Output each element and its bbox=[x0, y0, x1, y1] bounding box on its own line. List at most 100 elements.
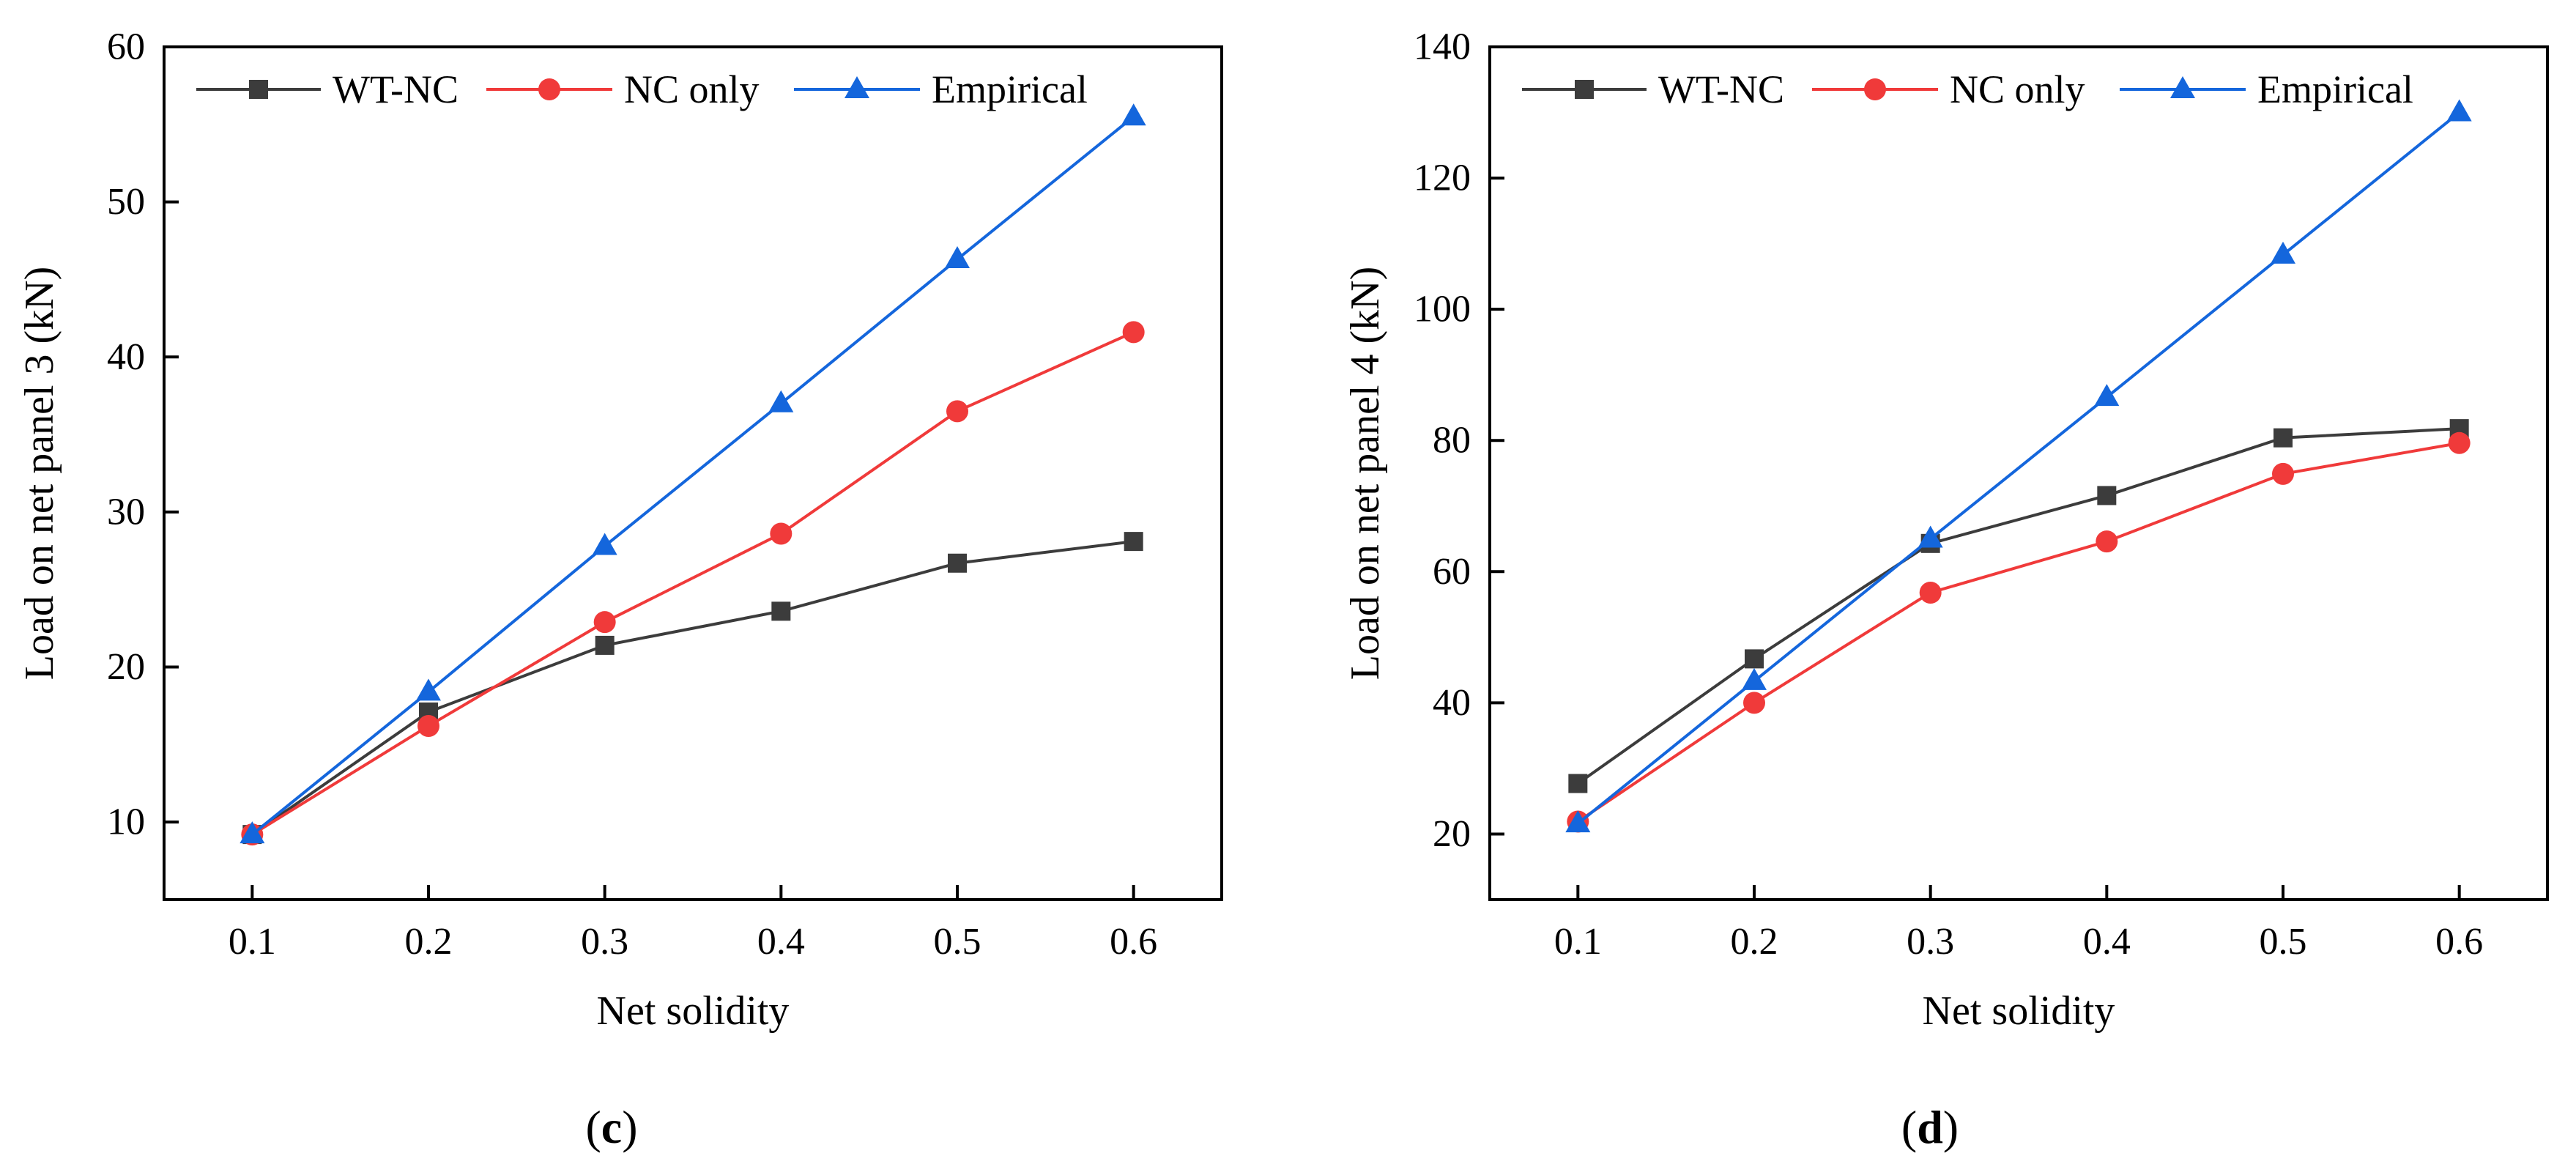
y-tick-label: 60 bbox=[107, 26, 145, 68]
plot-frame bbox=[1488, 45, 2549, 901]
data-point-wt-nc bbox=[2097, 486, 2117, 505]
data-point-wt-nc bbox=[1745, 649, 1764, 669]
panel-label-letter: d bbox=[1917, 1101, 1943, 1153]
y-tick: 40 bbox=[1433, 682, 1504, 724]
y-tick-label: 40 bbox=[107, 336, 145, 378]
x-tick: 0.1 bbox=[229, 885, 276, 963]
data-point-wt-nc bbox=[2274, 428, 2293, 448]
legend-circle-marker bbox=[538, 78, 560, 100]
y-tick: 10 bbox=[107, 801, 179, 843]
data-point-empirical bbox=[240, 821, 265, 844]
legend: WT-NC NC only Empirical bbox=[196, 67, 1088, 111]
y-tick-label: 140 bbox=[1414, 26, 1471, 68]
x-tick-label: 0.4 bbox=[2083, 921, 2131, 963]
legend-label: WT-NC bbox=[333, 67, 459, 111]
series-layer bbox=[240, 103, 1146, 846]
data-point-empirical bbox=[2094, 384, 2120, 407]
panel-label: (c) bbox=[585, 1101, 637, 1153]
y-tick-label: 40 bbox=[1433, 682, 1471, 724]
panel-label-close-paren: ) bbox=[1943, 1101, 1959, 1153]
series-line-nc-only bbox=[251, 330, 1135, 836]
series-line-empirical bbox=[1577, 111, 2460, 825]
x-tick-label: 0.1 bbox=[1554, 921, 1602, 963]
y-axis-title: Load on net panel 3 (kN) bbox=[17, 267, 62, 680]
x-tick-label: 0.5 bbox=[2260, 921, 2307, 963]
x-axis: 0.1 0.2 0.3 0.4 0.5 0.6 bbox=[229, 885, 1157, 963]
data-point-nc-only bbox=[770, 522, 793, 545]
y-tick-label: 30 bbox=[107, 491, 145, 533]
legend: WT-NC NC only Empirical bbox=[1522, 67, 2413, 111]
data-point-empirical bbox=[416, 678, 441, 701]
y-tick: 40 bbox=[107, 336, 179, 378]
panel-label-close-paren: ) bbox=[622, 1101, 637, 1153]
legend-entry-wt-nc: WT-NC bbox=[196, 67, 459, 111]
data-point-empirical bbox=[1918, 525, 1943, 548]
x-tick: 0.2 bbox=[1731, 885, 1778, 963]
legend-entry-empirical: Empirical bbox=[794, 67, 1088, 111]
x-tick-label: 0.1 bbox=[229, 921, 276, 963]
y-tick: 30 bbox=[107, 491, 179, 533]
x-tick-label: 0.3 bbox=[581, 921, 628, 963]
data-point-empirical bbox=[1742, 667, 1767, 690]
legend-square-marker bbox=[1575, 80, 1594, 99]
x-tick: 0.4 bbox=[2083, 885, 2131, 963]
legend-label: WT-NC bbox=[1658, 67, 1784, 111]
x-tick-label: 0.2 bbox=[405, 921, 453, 963]
y-tick-label: 120 bbox=[1414, 158, 1471, 199]
data-point-empirical bbox=[1565, 810, 1591, 833]
data-point-nc-only bbox=[1919, 581, 1942, 604]
y-tick-label: 100 bbox=[1414, 289, 1471, 330]
data-point-nc-only bbox=[417, 714, 439, 737]
data-point-nc-only bbox=[2096, 530, 2118, 553]
legend-circle-marker bbox=[1864, 78, 1886, 100]
legend-entry-nc-only: NC only bbox=[1812, 67, 2085, 111]
x-tick-label: 0.4 bbox=[757, 921, 805, 963]
data-point-wt-nc bbox=[771, 601, 791, 621]
y-tick-label: 20 bbox=[1433, 813, 1471, 855]
x-tick-label: 0.5 bbox=[934, 921, 981, 963]
y-tick: 60 bbox=[107, 26, 179, 68]
chart-panel-d: 20 40 60 80 100 120 bbox=[1343, 26, 2549, 1153]
data-point-empirical bbox=[2271, 241, 2295, 264]
y-tick: 80 bbox=[1433, 420, 1504, 462]
x-tick: 0.6 bbox=[2435, 885, 2483, 963]
data-point-empirical bbox=[592, 533, 617, 555]
x-tick-label: 0.6 bbox=[1110, 921, 1157, 963]
series-layer bbox=[1565, 99, 2472, 833]
legend-label: Empirical bbox=[932, 67, 1088, 111]
data-point-nc-only bbox=[946, 400, 968, 423]
legend-entry-nc-only: NC only bbox=[486, 67, 760, 111]
legend-triangle-marker bbox=[845, 76, 869, 98]
legend-entry-wt-nc: WT-NC bbox=[1522, 67, 1784, 111]
series-line-wt-nc bbox=[1577, 427, 2460, 785]
series-line-nc-only bbox=[1577, 441, 2460, 823]
panel-label-open-paren: ( bbox=[1901, 1101, 1917, 1153]
data-point-nc-only bbox=[1122, 321, 1145, 344]
y-axis-title: Load on net panel 4 (kN) bbox=[1343, 267, 1388, 680]
x-tick: 0.3 bbox=[581, 885, 628, 963]
data-point-wt-nc bbox=[1124, 532, 1143, 552]
y-tick: 60 bbox=[1433, 551, 1504, 593]
panel-label-open-paren: ( bbox=[585, 1101, 601, 1153]
x-axis: 0.1 0.2 0.3 0.4 0.5 0.6 bbox=[1554, 885, 2483, 963]
x-tick-label: 0.3 bbox=[1907, 921, 1954, 963]
chart-panel-c: 10 20 30 40 50 60 bbox=[17, 26, 1223, 1153]
y-tick-label: 20 bbox=[107, 646, 145, 688]
y-tick: 50 bbox=[107, 181, 179, 223]
data-point-empirical bbox=[945, 245, 970, 268]
data-point-empirical bbox=[1121, 103, 1146, 126]
x-tick: 0.3 bbox=[1907, 885, 1954, 963]
data-point-empirical bbox=[2446, 99, 2472, 122]
data-point-wt-nc bbox=[595, 635, 615, 655]
y-tick: 100 bbox=[1414, 289, 1504, 330]
panel-label: (d) bbox=[1901, 1101, 1959, 1153]
y-tick: 20 bbox=[107, 646, 179, 688]
x-axis-title: Net solidity bbox=[1923, 988, 2115, 1034]
plot-frame bbox=[163, 45, 1223, 901]
y-tick-label: 10 bbox=[107, 801, 145, 843]
x-tick: 0.6 bbox=[1110, 885, 1157, 963]
data-point-empirical bbox=[768, 390, 794, 412]
legend-label: NC only bbox=[1950, 67, 2085, 111]
legend-triangle-marker bbox=[2170, 76, 2195, 98]
